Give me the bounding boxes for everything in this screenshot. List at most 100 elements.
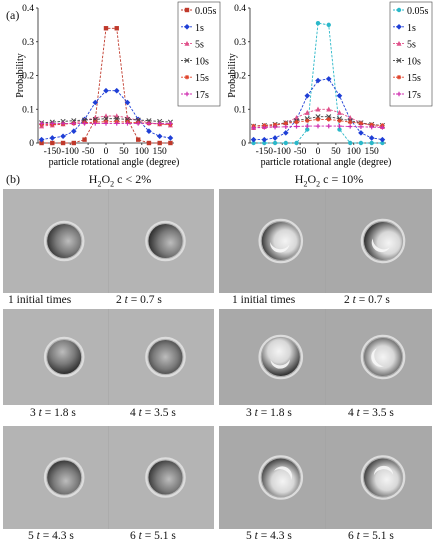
y-tick-label: 0.2 <box>22 72 34 82</box>
particle <box>261 458 300 497</box>
data-point <box>283 140 288 146</box>
particle <box>364 338 403 376</box>
legend-box <box>389 1 433 107</box>
data-point <box>60 133 66 140</box>
data-point <box>380 140 385 146</box>
data-point <box>326 106 332 112</box>
particle-halo <box>145 220 186 262</box>
micrograph-high-row3 <box>219 426 432 529</box>
data-point <box>167 135 174 141</box>
data-point <box>294 124 299 129</box>
data-point <box>348 140 353 146</box>
y-tick-label: 0.1 <box>234 105 246 115</box>
caption-low-4: 4 t = 3.5 s <box>130 407 176 419</box>
legend-label: 10s <box>195 56 209 67</box>
probability-chart-left: 0 0.1 0.2 0.3 0.4 -150 -100 -50 0 50 100 150particl… <box>15 1 221 168</box>
data-point <box>348 119 353 125</box>
particle-crescent <box>274 466 293 481</box>
data-point <box>326 123 331 129</box>
data-point <box>157 140 162 146</box>
particle-halo <box>43 457 85 498</box>
particle-crescent <box>373 465 394 476</box>
series-17s <box>39 121 173 126</box>
data-point <box>358 130 364 136</box>
data-point <box>272 122 278 127</box>
legend-marker <box>396 75 402 80</box>
data-point <box>71 121 76 126</box>
chart-axes: 0 0.1 0.2 0.3 0.4 -150 -100 -50 0 50 100 150particl… <box>15 4 179 168</box>
data-point <box>250 136 257 143</box>
data-point <box>336 92 343 99</box>
y-tick-label: 0 <box>241 139 246 149</box>
particle-halo <box>360 218 406 264</box>
data-point <box>146 128 152 134</box>
legend-label: 5s <box>195 40 204 51</box>
x-tick-label: 0 <box>316 147 321 157</box>
data-point <box>39 140 44 146</box>
x-tick-label: -150 <box>44 147 62 157</box>
data-point <box>380 125 385 130</box>
data-point <box>136 137 141 142</box>
y-axis-label: Probability <box>227 53 238 97</box>
data-point <box>82 121 87 126</box>
panel-a-label: (a) <box>6 8 20 22</box>
caption-high-1: 1 initial times <box>232 294 296 306</box>
particle-crescent <box>270 359 290 369</box>
data-point <box>272 135 278 141</box>
data-point <box>369 140 374 146</box>
data-point <box>60 121 66 126</box>
data-point <box>315 123 321 129</box>
particle-halo <box>43 220 85 262</box>
data-point <box>251 140 256 146</box>
legend-marker <box>396 24 402 30</box>
particle-crescent <box>371 238 390 253</box>
caption-high-2: 2 t = 0.7 s <box>344 294 390 306</box>
particle-halo <box>258 334 304 380</box>
particle <box>148 224 183 258</box>
data-point <box>168 121 173 126</box>
y-tick-label: 0.4 <box>22 4 34 14</box>
data-point <box>337 118 342 123</box>
data-point <box>251 125 256 131</box>
particle-halo <box>258 455 304 500</box>
data-point <box>358 124 364 129</box>
particle-halo <box>145 336 186 378</box>
data-point <box>294 140 299 146</box>
legend-label: 17s <box>195 90 209 101</box>
data-point <box>326 117 331 122</box>
particle <box>364 458 403 497</box>
data-point <box>156 133 163 140</box>
x-tick-label: 50 <box>331 147 341 157</box>
data-point <box>369 122 374 127</box>
y-tick-label: 0.3 <box>234 38 246 48</box>
data-point <box>114 121 119 126</box>
legend-box <box>177 1 221 107</box>
data-point <box>304 109 310 115</box>
data-point <box>379 136 386 143</box>
legend-label: 15s <box>407 73 421 84</box>
panel-b-label: (b) <box>6 172 20 186</box>
micrograph-high-row2 <box>219 309 432 405</box>
x-tick-label: 100 <box>135 147 150 157</box>
chart-legend: 0.05s 1s 5s 10s 15s 17s <box>389 1 433 107</box>
series-17s <box>251 123 385 131</box>
caption-low-1: 1 initial times <box>8 294 72 306</box>
data-point <box>82 137 87 142</box>
series-005s <box>39 26 173 146</box>
x-tick-label: -100 <box>273 147 291 157</box>
particle-halo <box>360 334 406 380</box>
caption-high-4: 4 t = 3.5 s <box>348 407 394 419</box>
particle <box>148 460 183 495</box>
data-point <box>294 119 299 125</box>
particle <box>364 222 403 260</box>
data-point <box>146 121 152 126</box>
data-point <box>38 136 45 143</box>
data-point <box>262 140 267 146</box>
data-point <box>93 121 98 126</box>
particle <box>47 340 82 374</box>
caption-low-5: 5 t = 4.3 s <box>28 530 74 542</box>
data-point <box>337 127 342 132</box>
data-point <box>103 121 109 126</box>
probability-chart-right: 0 0.1 0.2 0.3 0.4 -150 -100 -50 0 50 100 150particl… <box>227 1 433 168</box>
legend-label: 0.05s <box>407 6 429 17</box>
